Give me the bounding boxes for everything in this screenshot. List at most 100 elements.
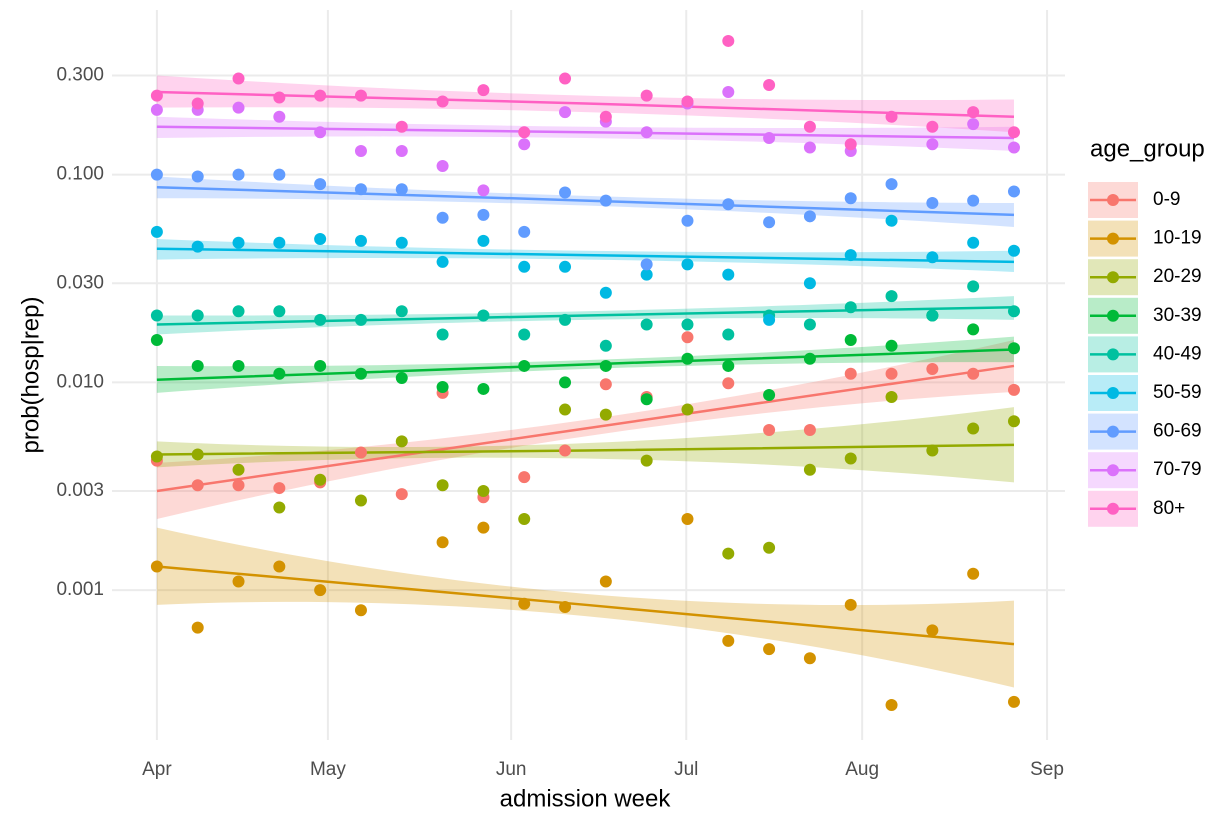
point (191, 309, 204, 322)
point (926, 138, 939, 151)
x-tick-label: Jul (674, 759, 698, 780)
point (354, 234, 367, 247)
point (763, 216, 776, 229)
point (722, 268, 735, 281)
x-tick-label: Jun (496, 759, 527, 780)
point (191, 621, 204, 634)
point (273, 91, 286, 104)
point (844, 367, 857, 380)
fit-lines (156, 90, 1015, 646)
point (314, 126, 327, 139)
point (518, 597, 531, 610)
point (599, 359, 612, 372)
point (232, 305, 245, 318)
point (763, 643, 776, 656)
point (722, 198, 735, 211)
y-tick-label: 0.030 (56, 272, 104, 293)
point (436, 255, 449, 268)
point (926, 624, 939, 637)
point (273, 482, 286, 495)
point (232, 463, 245, 476)
point (967, 367, 980, 380)
point (273, 560, 286, 573)
point (926, 197, 939, 210)
point (232, 359, 245, 372)
point (559, 403, 572, 416)
legend-key-point (1107, 232, 1119, 245)
point (559, 72, 572, 85)
legend: 0-9 10-19 20-29 30-39 40-49 50-59 60-69 70-79 80… (1088, 182, 1202, 527)
point (1007, 244, 1020, 257)
point (926, 309, 939, 322)
point (640, 258, 653, 271)
point (803, 652, 816, 665)
point (763, 79, 776, 92)
x-tick-label: Aug (845, 759, 879, 780)
point (722, 634, 735, 647)
point (191, 448, 204, 461)
point (885, 339, 898, 352)
legend-key-point (1107, 387, 1119, 399)
point (191, 359, 204, 372)
point (803, 463, 816, 476)
points (150, 34, 1020, 712)
point (436, 328, 449, 341)
point (1007, 141, 1020, 154)
point (844, 301, 857, 314)
point (763, 388, 776, 401)
point (191, 97, 204, 110)
point (436, 160, 449, 173)
point (559, 600, 572, 613)
axes: 0.300 0.100 0.030 0.010 0.003 0.001 Apr May Jun J… (56, 65, 1063, 780)
point (885, 110, 898, 123)
point (150, 168, 163, 181)
confidence-band (156, 527, 1014, 688)
point (191, 479, 204, 492)
point (844, 138, 857, 151)
point (518, 513, 531, 526)
point (926, 362, 939, 375)
point (1007, 415, 1020, 428)
point (844, 192, 857, 205)
y-tick-label: 0.003 (56, 480, 104, 501)
point (681, 352, 694, 365)
point (599, 339, 612, 352)
fit-line (156, 443, 1014, 456)
point (681, 95, 694, 108)
point (314, 178, 327, 191)
point (436, 536, 449, 549)
point (395, 371, 408, 384)
fit-line (156, 348, 1015, 381)
point (844, 452, 857, 465)
point (191, 240, 204, 253)
legend-key-point (1107, 464, 1119, 477)
point (354, 183, 367, 196)
point (150, 450, 163, 463)
y-axis-title: prob(hosp|rep) (17, 297, 44, 454)
point (232, 479, 245, 492)
point (722, 328, 735, 341)
point (1007, 126, 1020, 139)
point (885, 214, 898, 227)
point (885, 290, 898, 303)
point (273, 168, 286, 181)
point (273, 110, 286, 123)
point (436, 211, 449, 224)
point (599, 194, 612, 207)
point (354, 494, 367, 507)
point (559, 186, 572, 199)
point (559, 313, 572, 326)
point (803, 141, 816, 154)
y-tick-label: 0.010 (56, 371, 104, 392)
point (559, 106, 572, 119)
point (477, 208, 490, 221)
legend-label: 0-9 (1153, 189, 1180, 210)
point (926, 120, 939, 133)
legend-key-point (1107, 309, 1119, 322)
point (232, 168, 245, 181)
point (559, 376, 572, 389)
point (395, 144, 408, 157)
point (477, 184, 490, 197)
point (803, 352, 816, 365)
